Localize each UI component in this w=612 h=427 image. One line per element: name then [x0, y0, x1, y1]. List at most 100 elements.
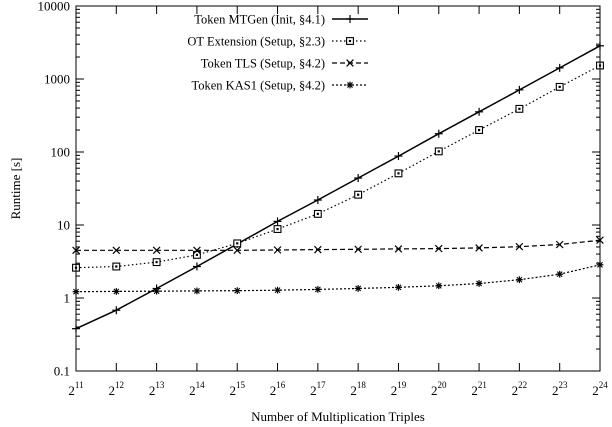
legend-label: Token TLS (Setup, §4.2) [201, 57, 325, 71]
y-axis-label: Runtime [s] [8, 158, 23, 220]
x-tick-base: 2 [391, 383, 398, 398]
x-tick-exponent: 20 [438, 380, 448, 390]
series-2-point [112, 262, 121, 271]
series-2-point [434, 147, 443, 156]
series-4-line [75, 264, 601, 293]
series-4-point [395, 283, 402, 291]
x-tick-base: 2 [512, 383, 519, 398]
series-1-point [313, 196, 322, 205]
x-tick-label: 223 [552, 380, 568, 398]
series-3-point [434, 244, 443, 253]
legend-marker [346, 37, 354, 45]
x-tick-exponent: 13 [155, 380, 165, 390]
series-4-point [193, 287, 201, 295]
series-3-point [515, 242, 524, 251]
series-3-point [152, 246, 161, 255]
x-tick-label: 222 [512, 380, 528, 398]
x-tick-exponent: 18 [357, 380, 367, 390]
x-tick-label: 213 [149, 380, 165, 398]
x-axis-ticks: 211 212 213 214 215 216 217 218 219 220 221 222 223 2… [68, 6, 608, 398]
x-tick-label: 217 [310, 380, 326, 398]
series-1-point [192, 262, 201, 271]
series-4-point [556, 270, 564, 278]
x-tick-label: 216 [270, 380, 286, 398]
series-1-point [475, 107, 484, 116]
series-3-point [394, 245, 403, 253]
series-1-point [273, 217, 282, 226]
series-3-point [314, 245, 322, 254]
legend: Token MTGen (Init, §4.1) OT Extension (Se… [187, 13, 368, 93]
series-3-point [112, 246, 121, 255]
legend-label: Token KAS1 (Setup, §4.2) [192, 79, 326, 93]
x-tick-label: 215 [229, 380, 245, 398]
x-tick-base: 2 [471, 383, 478, 398]
series-3 [72, 236, 604, 255]
series-3-point [233, 246, 242, 255]
legend-marker [346, 81, 354, 89]
x-tick-exponent: 24 [599, 380, 609, 390]
legend-label: OT Extension (Setup, §2.3) [187, 35, 325, 49]
series-3-line [76, 239, 601, 251]
x-tick-exponent: 19 [397, 380, 407, 390]
series-3-point [475, 244, 483, 252]
series-1-point [112, 306, 121, 315]
y-tick-label: 100 [51, 145, 71, 160]
x-tick-label: 218 [350, 380, 366, 398]
plot-frame [75, 5, 601, 372]
y-axis-ticks: 0.1 1 10 100 1000 10000 [38, 0, 600, 379]
x-tick-base: 2 [431, 383, 438, 398]
y-tick-label: 0.1 [54, 364, 70, 379]
series-4-point [112, 288, 120, 295]
x-tick-label: 224 [592, 380, 608, 398]
series-2-point [394, 169, 403, 178]
series-1-point [354, 174, 363, 183]
y-tick-label: 10 [57, 218, 70, 233]
series-2-point [192, 250, 201, 259]
series-4-point [233, 287, 241, 295]
series-1-point [434, 129, 443, 138]
x-tick-exponent: 22 [518, 380, 527, 390]
x-tick-base: 2 [149, 383, 156, 398]
legend-marker [346, 15, 354, 23]
series-1-point [555, 63, 564, 72]
series-3-point [273, 246, 282, 254]
series-4-point [515, 276, 523, 284]
series-2-point [233, 239, 242, 248]
series-4-point [354, 285, 362, 292]
x-tick-base: 2 [109, 383, 116, 398]
x-tick-label: 219 [391, 380, 407, 398]
series-2-line [75, 64, 601, 269]
legend-label: Token MTGen (Init, §4.1) [194, 13, 325, 27]
series-4-point [314, 286, 322, 293]
series-3-point [193, 246, 201, 255]
series-4-point [435, 282, 443, 290]
series-4-point [274, 286, 281, 294]
x-tick-base: 2 [270, 383, 277, 398]
x-tick-base: 2 [189, 383, 196, 398]
series-2-point [354, 190, 363, 199]
x-tick-exponent: 14 [196, 380, 206, 390]
x-tick-base: 2 [68, 383, 75, 398]
x-tick-label: 220 [431, 380, 447, 398]
x-tick-exponent: 15 [236, 380, 246, 390]
x-tick-exponent: 21 [478, 380, 487, 390]
series-2-point [475, 126, 484, 134]
x-tick-label: 211 [68, 380, 83, 398]
series-layer [72, 41, 604, 333]
y-tick-label: 1 [64, 291, 71, 306]
series-1-point [515, 85, 524, 94]
series-2-point [555, 82, 564, 91]
series-4-point [153, 287, 161, 295]
series-4-point [475, 280, 483, 287]
series-1-line [75, 45, 601, 330]
x-tick-label: 221 [471, 380, 487, 398]
series-2-point [152, 258, 161, 267]
x-tick-base: 2 [310, 383, 317, 398]
x-tick-exponent: 11 [75, 380, 84, 390]
series-2-point [313, 209, 322, 218]
x-tick-exponent: 16 [276, 380, 286, 390]
series-3-point [555, 240, 564, 249]
series-2-point [273, 225, 282, 234]
series-1-point [394, 152, 403, 161]
